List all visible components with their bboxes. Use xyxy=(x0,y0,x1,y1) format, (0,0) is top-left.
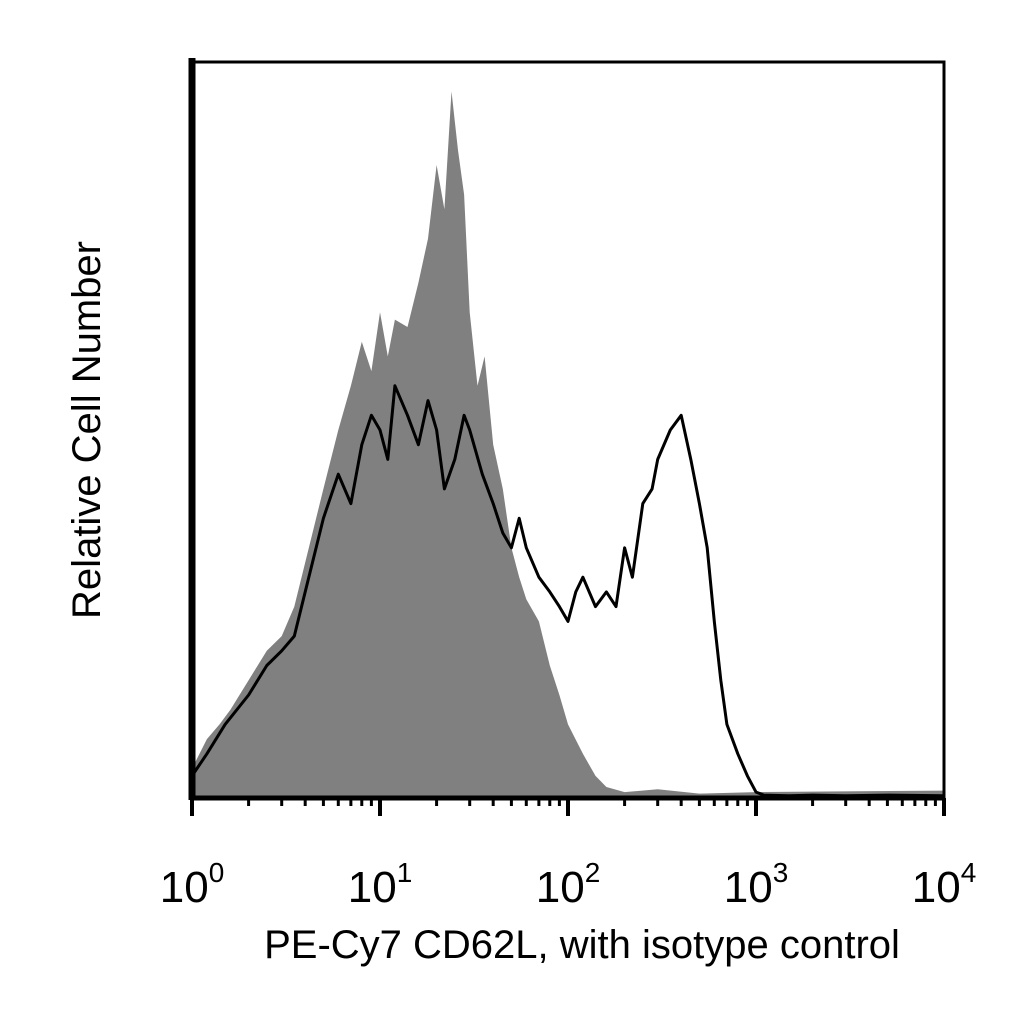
x-tick-base: 10 xyxy=(348,863,397,912)
x-tick-base: 10 xyxy=(160,863,209,912)
x-tick-base: 10 xyxy=(912,863,961,912)
x-tick-exponent: 4 xyxy=(961,857,977,888)
cd62l-histogram-line xyxy=(190,384,945,798)
x-tick-label: 104 xyxy=(912,857,977,912)
x-axis-label: PE-Cy7 CD62L, with isotype control xyxy=(264,923,900,967)
plot-marks xyxy=(190,91,945,798)
isotype-control-histogram xyxy=(192,91,944,798)
x-tick-exponent: 2 xyxy=(585,857,601,888)
x-tick-exponent: 0 xyxy=(209,857,225,888)
x-tick-label: 101 xyxy=(348,857,413,912)
y-axis-label: Relative Cell Number xyxy=(65,241,109,619)
x-tick-base: 10 xyxy=(536,863,585,912)
x-tick-base: 10 xyxy=(724,863,773,912)
x-axis-ticks xyxy=(190,798,946,816)
x-tick-exponent: 1 xyxy=(397,857,413,888)
x-tick-exponent: 3 xyxy=(773,857,789,888)
x-tick-label: 103 xyxy=(724,857,789,912)
x-tick-label: 100 xyxy=(160,857,225,912)
x-tick-label: 102 xyxy=(536,857,601,912)
x-axis-tick-labels: 100 101 102 103 104 xyxy=(160,857,977,912)
